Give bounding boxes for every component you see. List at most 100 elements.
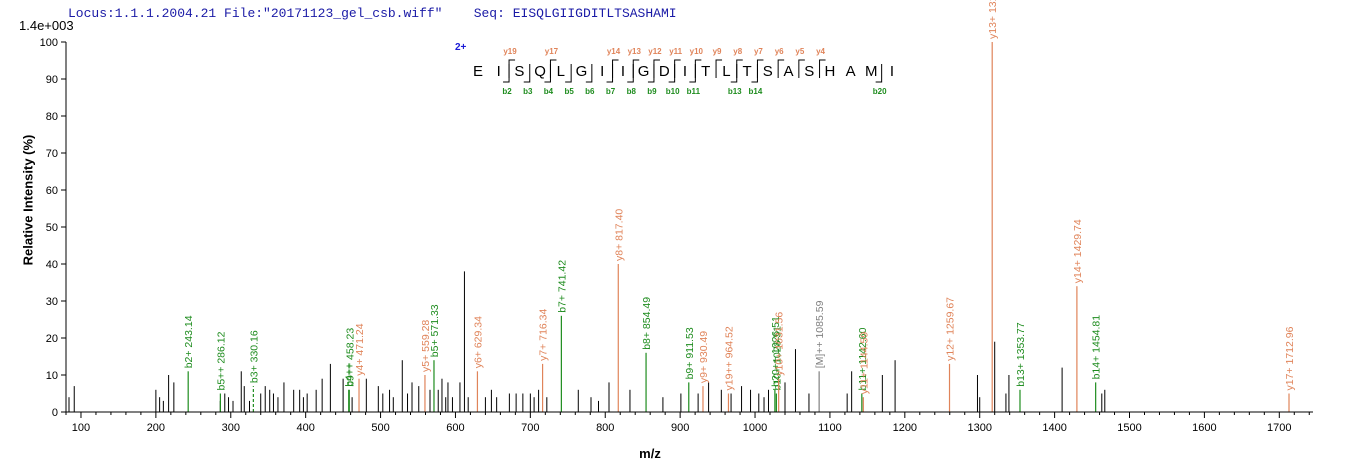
b-fragment-label: b4 <box>544 87 554 96</box>
peak-label: y14+ 1429.74 <box>1072 219 1084 283</box>
residue: T <box>743 63 752 80</box>
axes-layer: 0 10 20 30 40 50 60 70 80 90 100 100 200 300 400 500 600… <box>40 37 1313 434</box>
b-fragment-bracket <box>689 64 696 83</box>
b-fragment-label: b10 <box>666 87 680 96</box>
y-fragment-label: y10 <box>690 47 704 56</box>
y-tick-label: 0 <box>52 407 58 419</box>
b-fragment-bracket <box>668 64 676 83</box>
peaks-layer <box>68 271 1106 412</box>
x-tick-label: 900 <box>671 422 689 434</box>
peak-label: y8+ 817.40 <box>613 209 625 261</box>
residue: G <box>638 63 650 80</box>
peak-label: b3+ 330.16 <box>248 330 260 383</box>
y-fragment-label: y13 <box>628 47 642 56</box>
x-tick-label: 1000 <box>743 422 767 434</box>
y-fragment-label: y19 <box>503 47 517 56</box>
residue: G <box>576 63 588 80</box>
residue: I <box>683 63 687 80</box>
y-tick-label: 10 <box>46 370 58 382</box>
seq-label: Seq: <box>473 6 505 21</box>
y-tick-label: 40 <box>46 259 58 271</box>
x-tick-label: 100 <box>72 422 90 434</box>
peak-label: b10+ 1028.51 <box>771 326 783 391</box>
peak-label: y6+ 629.34 <box>472 316 484 368</box>
peak-label: [M]++ 1085.59 <box>814 300 826 368</box>
x-tick-label: 700 <box>521 422 539 434</box>
b-fragment-label: b7 <box>606 87 616 96</box>
x-tick-label: 1100 <box>818 422 842 434</box>
b-fragment-bracket <box>544 64 551 83</box>
residue: S <box>804 63 814 80</box>
y-fragment-bracket <box>798 59 805 78</box>
x-tick-label: 1600 <box>1192 422 1216 434</box>
peak-label: b9+ 911.53 <box>684 327 696 379</box>
x-tick-label: 1300 <box>967 422 991 434</box>
b-fragment-label: b6 <box>585 87 595 96</box>
peak-label: b2+ 243.14 <box>183 315 195 368</box>
y-fragment-bracket <box>777 59 785 78</box>
y-tick-label: 60 <box>46 185 58 197</box>
x-tick-label: 1200 <box>893 422 917 434</box>
b-fragment-label: b14 <box>749 87 763 96</box>
charge-label: 2+ <box>455 42 467 53</box>
y-tick-label: 20 <box>46 333 58 345</box>
y-fragment-label: y12 <box>648 47 662 56</box>
peak-label: y4+ 471.24 <box>354 323 366 375</box>
y-fragment-bracket <box>819 59 826 78</box>
peak-label: y19++ 964.52 <box>723 326 735 390</box>
y-fragment-label: y9 <box>713 47 722 56</box>
b-fragment-label: b9 <box>647 87 657 96</box>
y-tick-label: 100 <box>40 37 58 49</box>
peak-label: y13+ 1316.66 <box>987 0 999 39</box>
x-tick-label: 600 <box>446 422 464 434</box>
y-fragment-label: y14 <box>607 47 621 56</box>
y-fragment-label: y4 <box>816 47 825 56</box>
x-tick-label: 800 <box>596 422 614 434</box>
residue: Q <box>534 63 546 80</box>
seq-text: EISQLGIIGDITLTSASHAMI <box>512 6 677 21</box>
b-fragment-label: b5 <box>564 87 574 96</box>
x-tick-label: 400 <box>296 422 314 434</box>
residue: D <box>659 63 670 80</box>
annotations-layer: b2+ 243.14 b5++ 286.12 b3+ 330.16 b9++ 458.… <box>183 0 1296 412</box>
residue: I <box>600 63 604 80</box>
y-fragment-label: y8 <box>733 47 742 56</box>
b-fragment-bracket <box>565 64 572 83</box>
b-fragment-bracket <box>503 64 510 83</box>
peak-label: y11+ 1144.59 <box>858 332 870 395</box>
residue: L <box>557 63 565 80</box>
residue: E <box>473 63 483 80</box>
residue: H <box>824 63 835 80</box>
peak-label: b5+ 571.33 <box>429 304 441 357</box>
peak-label: b8+ 854.49 <box>641 297 653 350</box>
y-fragment-label: y17 <box>545 47 559 56</box>
peak-label: y7+ 716.34 <box>538 308 550 360</box>
y-fragment-bracket <box>715 59 723 78</box>
y-fragment-label: y11 <box>669 47 682 56</box>
b-fragment-bracket <box>730 64 738 83</box>
spectrum-header: Locus:1.1.1.2004.21 File:"20171123_gel_c… <box>68 6 677 21</box>
file-text: File:"20171123_gel_csb.wiff" <box>224 6 443 21</box>
b-fragment-bracket <box>751 64 758 83</box>
peak-label: y9+ 930.49 <box>698 331 710 383</box>
residue: I <box>890 63 894 80</box>
residue: A <box>783 63 793 80</box>
residue: L <box>722 63 730 80</box>
peak-label: b9++ 458.23 <box>344 328 356 387</box>
x-tick-label: 200 <box>147 422 165 434</box>
peak-label: y17+ 1712.96 <box>1284 326 1296 390</box>
intensity-scale: 1.4e+003 <box>19 18 74 33</box>
b-fragment-label: b8 <box>627 87 637 96</box>
b-fragment-label: b3 <box>523 87 533 96</box>
b-fragment-bracket <box>606 64 614 83</box>
peak-label: y10+ 1031.56 <box>774 312 786 376</box>
peak-label: b14+ 1454.81 <box>1091 315 1103 380</box>
peak-label: b11+ 1142.60 <box>857 327 869 390</box>
residue: I <box>621 63 625 80</box>
b-fragment-label: b11 <box>687 87 701 96</box>
b-fragment-label: b2 <box>502 87 512 96</box>
residue: S <box>763 63 773 80</box>
y-fragment-label: y5 <box>795 47 804 56</box>
